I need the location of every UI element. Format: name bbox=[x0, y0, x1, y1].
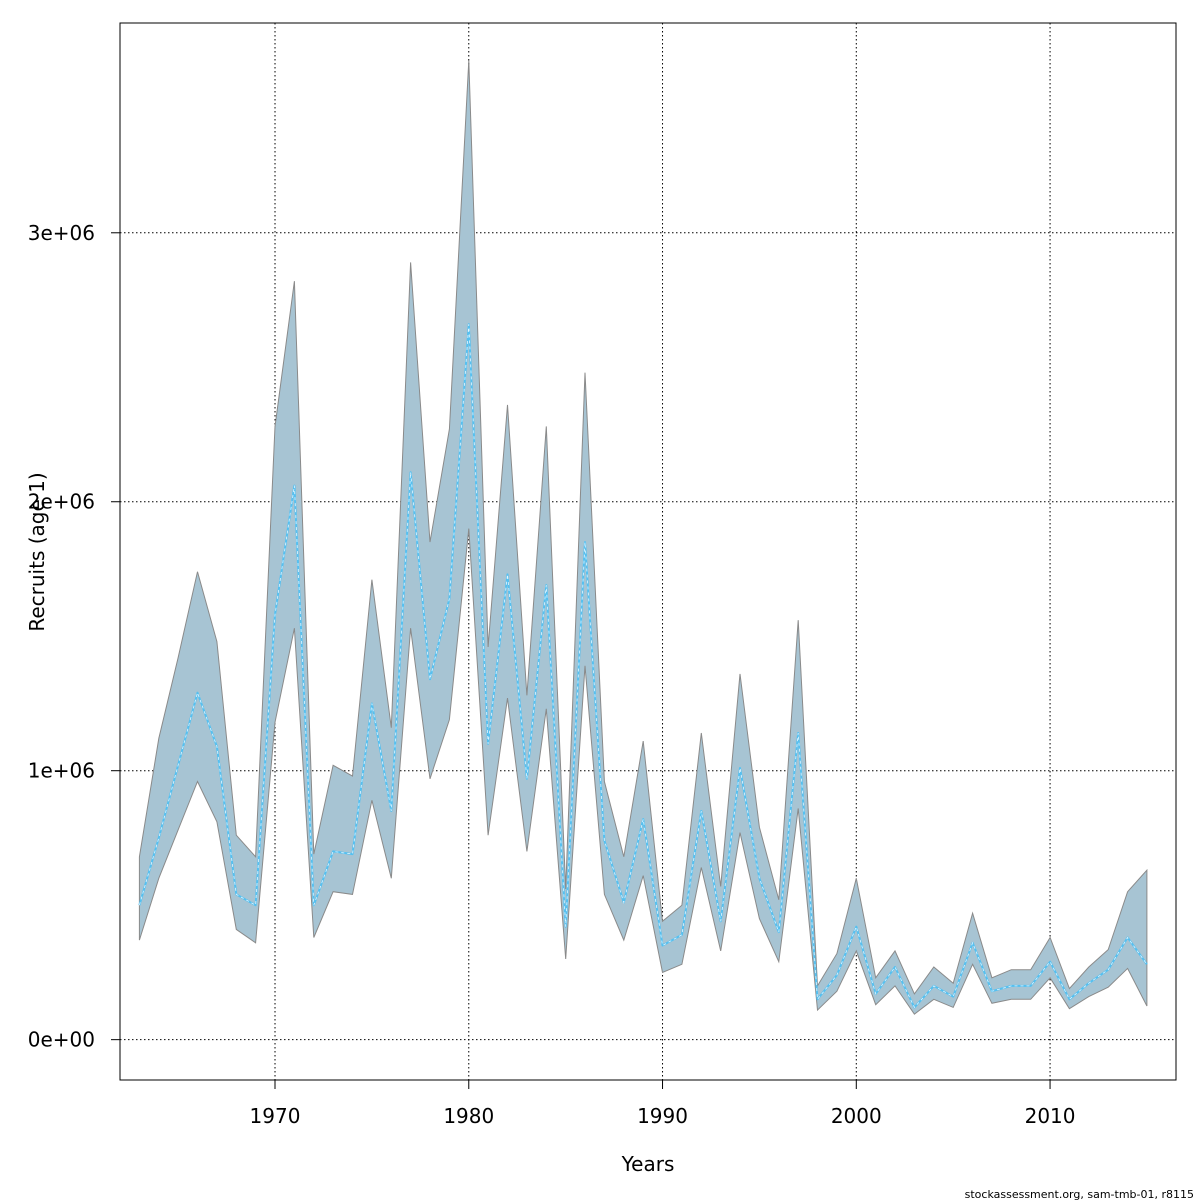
y-tick-label: 2e+06 bbox=[28, 490, 95, 514]
y-tick-label: 1e+06 bbox=[28, 759, 95, 783]
x-axis: 1970 1980 1990 2000 2010 bbox=[250, 1080, 1076, 1128]
x-tick-label: 2010 bbox=[1025, 1104, 1076, 1128]
estimate-line-layer bbox=[138, 323, 1148, 1009]
x-axis-title: Years bbox=[621, 1152, 675, 1176]
confidence-band-0 bbox=[138, 60, 1148, 1015]
y-tick-label: 3e+06 bbox=[28, 221, 95, 245]
x-tick-label: 1970 bbox=[250, 1104, 301, 1128]
x-tick-label: 1980 bbox=[443, 1104, 494, 1128]
confidence-band-layer bbox=[138, 60, 1148, 1015]
y-tick-label: 0e+00 bbox=[28, 1028, 95, 1052]
x-tick-label: 1990 bbox=[637, 1104, 688, 1128]
y-axis: 0e+00 1e+06 2e+06 3e+06 bbox=[28, 221, 120, 1052]
estimate-line-highlight-0 bbox=[139, 324, 1148, 1009]
plot-frame bbox=[119, 22, 1177, 1081]
credit-text: stockassessment.org, sam-tmb-01, r8115 bbox=[965, 1188, 1194, 1200]
y-axis-title: Recruits (age 1) bbox=[25, 472, 49, 631]
x-tick-label: 2000 bbox=[831, 1104, 882, 1128]
